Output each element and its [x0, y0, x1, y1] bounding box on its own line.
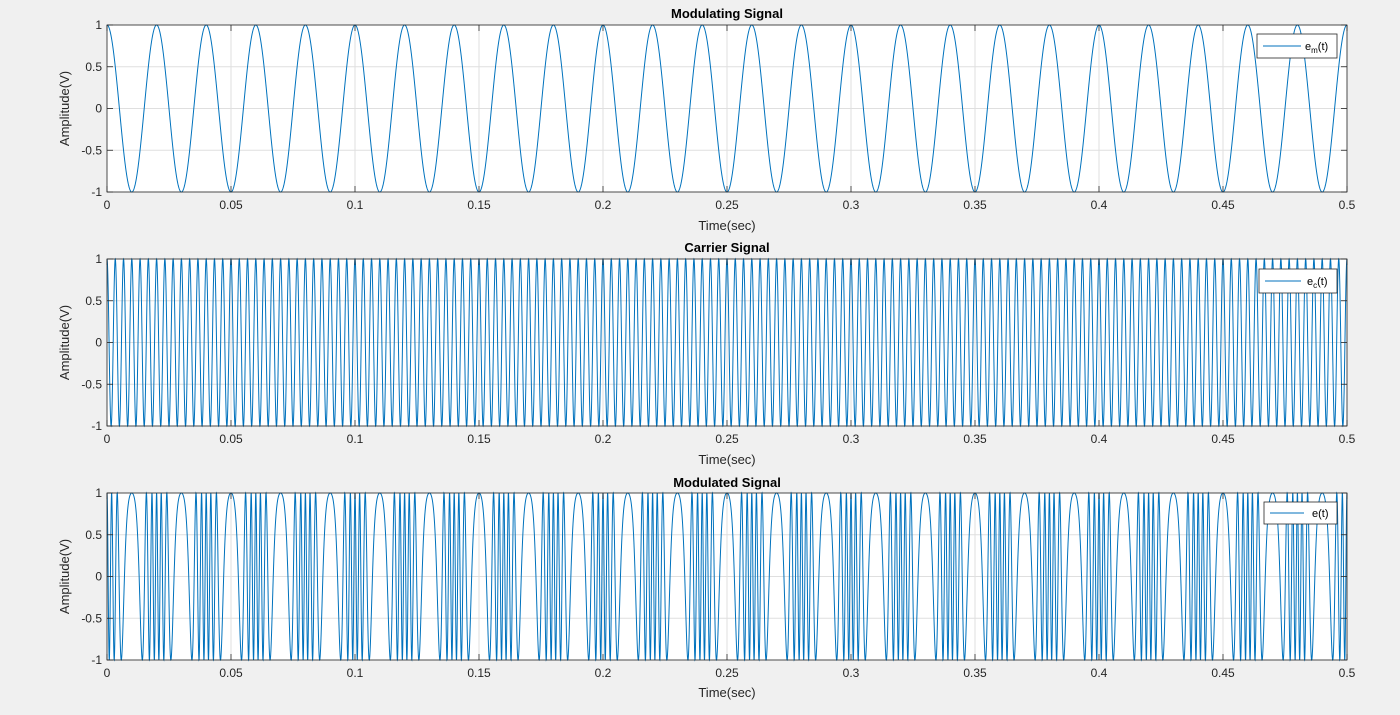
x-tick-label: 0.45 — [1211, 666, 1235, 680]
plot-title: Modulated Signal — [673, 475, 781, 490]
x-tick-label: 0.05 — [219, 666, 243, 680]
legend-label: e(t) — [1312, 508, 1329, 520]
legend-label-base: e — [1305, 41, 1311, 53]
legend-label-suffix: (t) — [1317, 276, 1327, 288]
y-axis-label: Amplitude(V) — [57, 71, 72, 146]
subplot-modulating: 0 0.05 0.1 0.15 0.2 0.25 0.3 0.35 0.4 0.45 0.5 -1-… — [57, 6, 1356, 233]
x-tick-labels: 0 0.05 0.1 0.15 0.2 0.25 0.3 0.35 0.4 0.45 0.5 — [104, 666, 1356, 680]
y-tick-labels: -1 -0.5 0 0.5 1 — [81, 252, 102, 433]
x-tick-labels: 0 0.05 0.1 0.15 0.2 0.25 0.3 0.35 0.4 0.45 0.5 — [104, 432, 1356, 446]
legend-label-base: e(t) — [1312, 508, 1329, 520]
legend-label: em(t) — [1305, 41, 1328, 55]
x-tick-label: 0.3 — [843, 198, 860, 212]
legend-label-subscript: c — [1313, 281, 1317, 290]
legend-label: ec(t) — [1307, 276, 1328, 290]
x-tick-label: 0.35 — [963, 666, 987, 680]
plot-title: Carrier Signal — [684, 240, 769, 255]
y-axis-label: Amplitude(V) — [57, 305, 72, 380]
x-axis-label: Time(sec) — [698, 218, 755, 233]
tick-marks — [106, 492, 1348, 661]
y-tick-label: 0.5 — [85, 294, 102, 308]
y-tick-label: 0.5 — [85, 60, 102, 74]
x-tick-label: 0.1 — [347, 666, 364, 680]
x-tick-label: 0.1 — [347, 198, 364, 212]
y-tick-label: 0.5 — [85, 528, 102, 542]
x-tick-label: 0.05 — [219, 432, 243, 446]
x-tick-label: 0.2 — [595, 666, 612, 680]
y-tick-label: 0 — [95, 102, 102, 116]
x-tick-label: 0.2 — [595, 432, 612, 446]
x-tick-label: 0.25 — [715, 198, 739, 212]
x-tick-label: 0.15 — [467, 666, 491, 680]
legend: em(t) — [1256, 33, 1338, 59]
legend: e(t) — [1263, 501, 1338, 525]
x-axis-label: Time(sec) — [698, 452, 755, 467]
x-tick-label: 0 — [104, 198, 111, 212]
legend-label-base: e — [1307, 276, 1313, 288]
plot-title: Modulating Signal — [671, 6, 783, 21]
x-tick-label: 0.35 — [963, 432, 987, 446]
y-tick-label: 1 — [95, 252, 102, 266]
tick-marks — [106, 24, 1348, 193]
x-tick-label: 0.15 — [467, 198, 491, 212]
subplot-carrier: 0 0.05 0.1 0.15 0.2 0.25 0.3 0.35 0.4 0.45 0.5 -1-… — [57, 240, 1356, 467]
x-tick-label: 0 — [104, 432, 111, 446]
x-tick-label: 0.2 — [595, 198, 612, 212]
x-tick-label: 0.45 — [1211, 432, 1235, 446]
x-tick-label: 0.35 — [963, 198, 987, 212]
x-axis-label: Time(sec) — [698, 685, 755, 700]
x-tick-label: 0.1 — [347, 432, 364, 446]
x-tick-label: 0 — [104, 666, 111, 680]
x-tick-label: 0.25 — [715, 432, 739, 446]
x-tick-label: 0.4 — [1091, 432, 1108, 446]
legend: ec(t) — [1258, 268, 1338, 294]
legend-label-subscript: m — [1311, 46, 1318, 55]
x-tick-label: 0.45 — [1211, 198, 1235, 212]
x-tick-label: 0.5 — [1339, 432, 1356, 446]
y-tick-label: -0.5 — [81, 611, 102, 625]
legend-label-suffix: (t) — [1318, 41, 1328, 53]
x-tick-label: 0.3 — [843, 666, 860, 680]
x-tick-label: 0.5 — [1339, 666, 1356, 680]
y-axis-label: Amplitude(V) — [57, 539, 72, 614]
y-tick-label: 1 — [95, 486, 102, 500]
y-tick-label: 1 — [95, 18, 102, 32]
tick-marks — [106, 258, 1348, 427]
y-tick-label: -1 — [91, 653, 102, 667]
y-tick-label: -0.5 — [81, 143, 102, 157]
y-tick-label: 0 — [95, 336, 102, 350]
y-tick-label: -1 — [91, 419, 102, 433]
x-tick-label: 0.4 — [1091, 666, 1108, 680]
y-tick-labels: -1 -0.5 0 0.5 1 — [81, 18, 102, 199]
x-tick-label: 0.15 — [467, 432, 491, 446]
y-tick-label: -0.5 — [81, 377, 102, 391]
x-tick-labels: 0 0.05 0.1 0.15 0.2 0.25 0.3 0.35 0.4 0.45 0.5 — [104, 198, 1356, 212]
y-tick-label: 0 — [95, 570, 102, 584]
x-tick-label: 0.5 — [1339, 198, 1356, 212]
subplot-modulated: 0 0.05 0.1 0.15 0.2 0.25 0.3 0.35 0.4 0.45 0.5 -1-… — [57, 475, 1356, 700]
x-tick-label: 0.4 — [1091, 198, 1108, 212]
x-tick-label: 0.25 — [715, 666, 739, 680]
x-tick-label: 0.3 — [843, 432, 860, 446]
y-tick-label: -1 — [91, 185, 102, 199]
x-tick-label: 0.05 — [219, 198, 243, 212]
y-tick-labels: -1 -0.5 0 0.5 1 — [81, 486, 102, 667]
